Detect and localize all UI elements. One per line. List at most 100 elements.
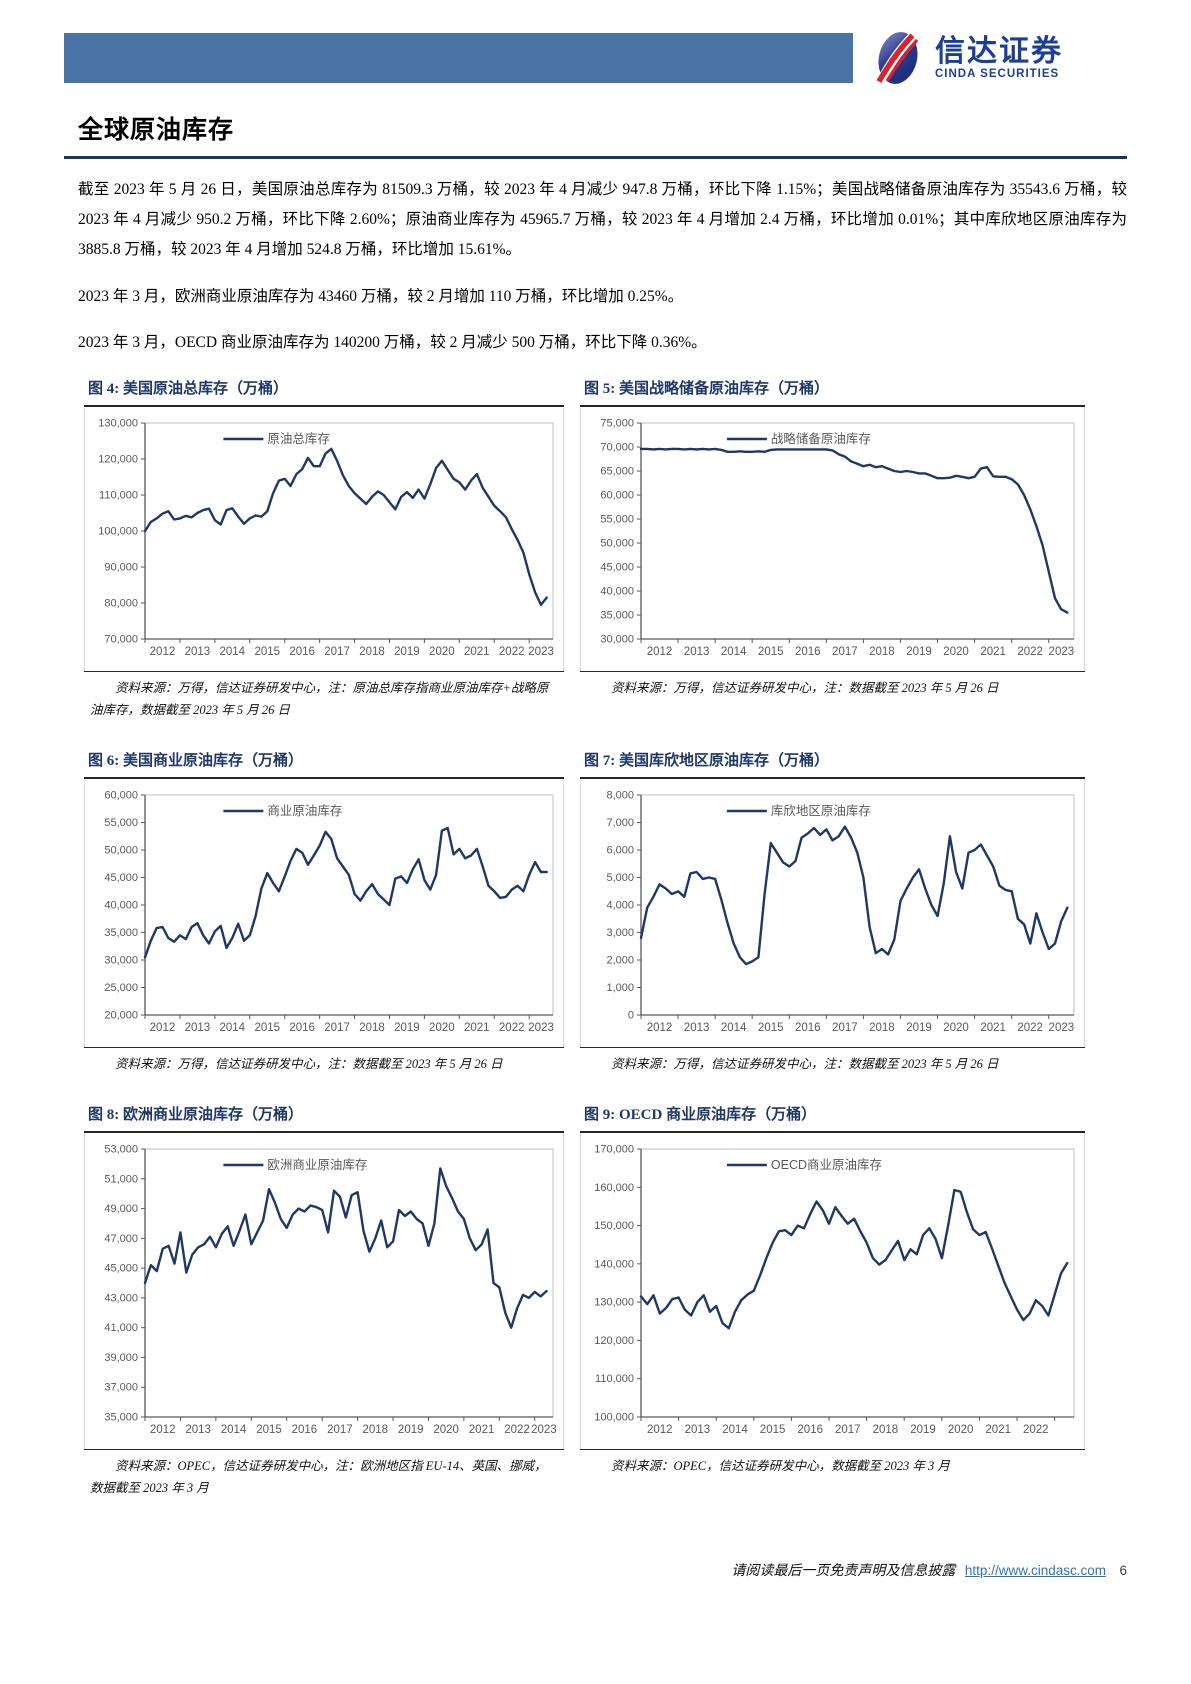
figure-4-chart-area: 70,000 80,000 90,000 100,000 110,000 120,000 1… — [84, 407, 564, 672]
svg-text:战略储备原油库存: 战略储备原油库存 — [771, 431, 871, 446]
brand-text: 信达证券 CINDA SECURITIES — [935, 36, 1063, 80]
svg-text:100,000: 100,000 — [98, 526, 138, 538]
svg-text:2021: 2021 — [980, 646, 1006, 658]
svg-text:2018: 2018 — [869, 1022, 895, 1034]
svg-text:40,000: 40,000 — [104, 899, 138, 911]
svg-text:3,000: 3,000 — [606, 927, 634, 939]
svg-text:110,000: 110,000 — [99, 490, 138, 502]
figure-7: 图 7: 美国库欣地区原油库存（万桶） 0 1,000 2,000 3,000 4,00… — [580, 746, 1085, 1076]
svg-text:2022: 2022 — [1017, 1022, 1043, 1034]
figure-5-chart-area: 30,000 35,000 40,000 45,000 50,000 55,000 60,0… — [580, 407, 1085, 672]
brand-logo: 信达证券 CINDA SECURITIES — [869, 29, 1127, 87]
svg-text:2015: 2015 — [758, 1022, 784, 1034]
paragraph-us-inventory: 截至 2023 年 5 月 26 日，美国原油总库存为 81509.3 万桶，较… — [78, 181, 1127, 259]
figure-9-chart-area: 100,000 110,000 120,000 130,000 140,000 150,0… — [580, 1132, 1085, 1449]
svg-text:2023: 2023 — [1049, 646, 1075, 658]
figure-8-bottom-rule — [84, 1448, 564, 1450]
svg-text:2013: 2013 — [185, 1424, 211, 1436]
svg-text:2015: 2015 — [254, 646, 280, 658]
svg-text:35,000: 35,000 — [600, 610, 634, 622]
svg-text:2020: 2020 — [948, 1424, 974, 1436]
svg-text:130,000: 130,000 — [98, 418, 138, 430]
brand-name-cn: 信达证券 — [935, 35, 1063, 69]
svg-text:160,000: 160,000 — [594, 1182, 634, 1194]
svg-text:2013: 2013 — [185, 646, 211, 658]
svg-text:70,000: 70,000 — [600, 442, 634, 454]
svg-text:2014: 2014 — [220, 1022, 246, 1034]
svg-text:欧洲商业原油库存: 欧洲商业原油库存 — [267, 1157, 367, 1172]
svg-text:20,000: 20,000 — [104, 1009, 138, 1021]
figure-6-top-rule — [84, 776, 564, 779]
svg-text:2022: 2022 — [499, 646, 525, 658]
svg-text:2013: 2013 — [685, 1424, 711, 1436]
figure-9-line-chart: 100,000 110,000 120,000 130,000 140,000 150,0… — [583, 1143, 1080, 1443]
figure-7-source: 资料来源：万得，信达证券研发中心，注：数据截至 2023 年 5 月 26 日 — [611, 1056, 999, 1071]
svg-text:2022: 2022 — [504, 1424, 530, 1436]
svg-text:55,000: 55,000 — [600, 514, 634, 526]
figure-9-top-rule — [580, 1130, 1085, 1133]
svg-text:2020: 2020 — [943, 1022, 969, 1034]
svg-text:2021: 2021 — [985, 1424, 1011, 1436]
svg-text:2023: 2023 — [1049, 1022, 1075, 1034]
svg-text:2020: 2020 — [433, 1424, 459, 1436]
paragraph-oecd-inventory: 2023 年 3 月，OECD 商业原油库存为 140200 万桶，较 2 月减… — [78, 333, 707, 351]
svg-text:2016: 2016 — [795, 1022, 821, 1034]
svg-text:2015: 2015 — [758, 646, 784, 658]
svg-text:2019: 2019 — [394, 646, 420, 658]
svg-text:2019: 2019 — [906, 646, 932, 658]
svg-text:2018: 2018 — [359, 1022, 385, 1034]
page-footer: 请阅读最后一页免责声明及信息披露 http://www.cindasc.com … — [64, 1560, 1127, 1580]
svg-text:65,000: 65,000 — [600, 466, 634, 478]
figure-5-source: 资料来源：万得，信达证券研发中心，注：数据截至 2023 年 5 月 26 日 — [611, 681, 999, 696]
svg-text:2017: 2017 — [832, 646, 858, 658]
svg-text:6,000: 6,000 — [606, 844, 634, 856]
svg-text:2020: 2020 — [429, 1022, 455, 1034]
report-page: 信达证券 CINDA SECURITIES 全球原油库存 截至 2023 年 5… — [64, 29, 1127, 1579]
svg-text:2023: 2023 — [528, 646, 554, 658]
svg-text:8,000: 8,000 — [606, 789, 634, 801]
svg-text:80,000: 80,000 — [104, 598, 138, 610]
svg-text:2021: 2021 — [464, 1022, 490, 1034]
svg-text:2013: 2013 — [684, 1022, 710, 1034]
svg-text:2017: 2017 — [327, 1424, 353, 1436]
svg-text:50,000: 50,000 — [104, 844, 138, 856]
svg-text:2012: 2012 — [647, 1022, 673, 1034]
svg-text:2012: 2012 — [647, 1424, 673, 1436]
paragraph-europe-inventory: 2023 年 3 月，欧洲商业原油库存为 43460 万桶，较 2 月增加 11… — [78, 287, 684, 305]
svg-text:60,000: 60,000 — [104, 789, 138, 801]
svg-text:70,000: 70,000 — [104, 634, 138, 646]
figure-8-chart-area: 35,000 37,000 39,000 41,000 43,000 45,000 47,0… — [84, 1132, 564, 1449]
svg-text:50,000: 50,000 — [600, 538, 634, 550]
svg-text:2022: 2022 — [1017, 646, 1043, 658]
figure-5: 图 5: 美国战略储备原油库存（万桶） 30,000 35,000 40,000 45… — [580, 374, 1085, 722]
svg-text:2021: 2021 — [469, 1424, 495, 1436]
svg-text:2022: 2022 — [499, 1022, 525, 1034]
cinda-logo-icon — [876, 31, 919, 84]
svg-text:39,000: 39,000 — [104, 1352, 138, 1364]
svg-text:140,000: 140,000 — [594, 1258, 634, 1270]
svg-text:110,000: 110,000 — [595, 1373, 634, 1385]
figure-7-title: 图 7: 美国库欣地区原油库存（万桶） — [584, 752, 829, 769]
figure-8: 图 8: 欧洲商业原油库存（万桶） 35,000 37,000 39,000 41,0… — [84, 1100, 564, 1500]
svg-text:35,000: 35,000 — [104, 1411, 138, 1423]
svg-text:49,000: 49,000 — [104, 1203, 138, 1215]
figure-8-title: 图 8: 欧洲商业原油库存（万桶） — [88, 1106, 303, 1123]
svg-text:45,000: 45,000 — [104, 1262, 138, 1274]
footer-disclaimer: 请阅读最后一页免责声明及信息披露 — [731, 1564, 956, 1579]
svg-text:2023: 2023 — [531, 1424, 557, 1436]
svg-text:120,000: 120,000 — [594, 1335, 634, 1347]
footer-website-link[interactable]: http://www.cindasc.com — [964, 1563, 1106, 1578]
svg-text:2021: 2021 — [464, 646, 490, 658]
svg-text:2016: 2016 — [292, 1424, 318, 1436]
figure-5-top-rule — [580, 405, 1085, 408]
svg-text:60,000: 60,000 — [600, 490, 634, 502]
svg-text:2015: 2015 — [254, 1022, 280, 1034]
svg-text:2017: 2017 — [835, 1424, 861, 1436]
svg-text:2,000: 2,000 — [606, 954, 634, 966]
svg-text:35,000: 35,000 — [104, 927, 138, 939]
figure-8-top-rule — [84, 1130, 564, 1133]
svg-text:2015: 2015 — [760, 1424, 786, 1436]
svg-text:库欣地区原油库存: 库欣地区原油库存 — [771, 803, 871, 818]
svg-text:原油总库存: 原油总库存 — [267, 431, 330, 446]
figure-5-title: 图 5: 美国战略储备原油库存（万桶） — [584, 381, 829, 398]
